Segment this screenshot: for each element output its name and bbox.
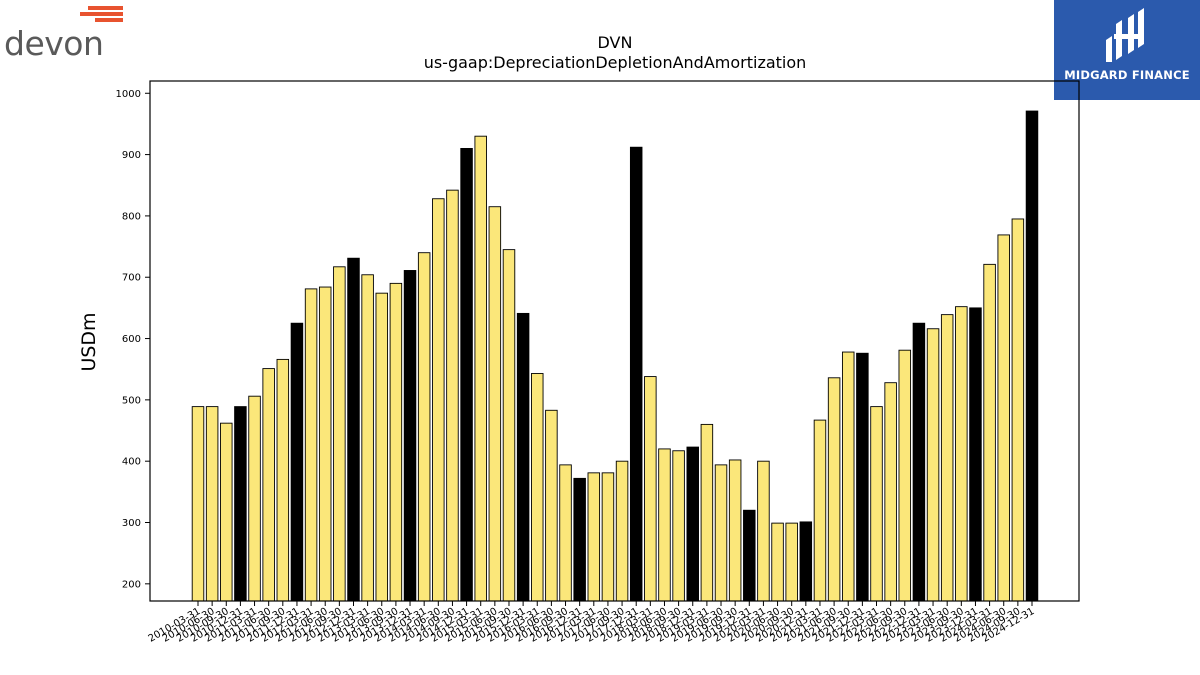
bar-2023-12-31 (969, 307, 982, 602)
bar-2011-12-31 (290, 322, 304, 602)
bar-2014-12-31 (460, 147, 473, 602)
bar-2017-09-30 (615, 460, 629, 602)
bar-2011-09-30 (276, 358, 290, 602)
bar-2011-06-30 (262, 368, 275, 602)
bar-2016-03-31 (531, 373, 544, 602)
bar-2018-06-30 (658, 448, 671, 602)
bar-2021-03-31 (813, 419, 827, 602)
bar-2010-06-30 (205, 406, 219, 602)
y-tick-label: 200 (122, 579, 141, 590)
bar-2014-09-30 (446, 189, 459, 602)
y-tick-label: 500 (122, 395, 141, 406)
bar-2017-03-31 (587, 472, 601, 602)
bar-2015-12-31 (516, 312, 530, 602)
bar-2012-03-31 (304, 288, 318, 602)
bar-2024-12-31 (1025, 110, 1039, 602)
bar-2024-03-31 (983, 263, 996, 602)
bar-2022-09-30 (898, 349, 912, 602)
bar-2022-12-31 (912, 322, 926, 602)
midgard-brand-text: MIDGARD FINANCE (1064, 68, 1190, 82)
bar-2018-12-31 (686, 446, 699, 602)
bar-2016-09-30 (559, 464, 572, 602)
x-axis: 2010-03-312010-06-302010-09-302010-12-31… (147, 601, 1037, 645)
bar-2020-12-31 (799, 521, 813, 602)
plot-frame (149, 80, 1080, 602)
bar-2024-09-30 (1011, 218, 1025, 602)
bar-2013-12-31 (403, 270, 417, 602)
bar-2015-06-30 (488, 206, 502, 602)
bar-2021-09-30 (841, 351, 855, 602)
y-tick-label: 800 (122, 211, 141, 222)
bar-2013-09-30 (389, 282, 403, 602)
bar-2019-03-31 (700, 423, 714, 602)
bar-2012-09-30 (333, 266, 346, 602)
midgard-finance-logo: MIDGARD FINANCE (1054, 0, 1200, 100)
bars-group (191, 110, 1039, 602)
bar-2015-09-30 (502, 249, 516, 602)
bar-2016-12-31 (573, 477, 586, 602)
y-tick-label: 700 (122, 273, 141, 284)
bar-2018-03-31 (644, 376, 657, 602)
bar-2015-03-31 (474, 135, 487, 602)
bar-2020-09-30 (785, 522, 798, 602)
bar-2013-03-31 (361, 274, 374, 602)
y-tick-label: 400 (122, 457, 141, 468)
bar-2010-12-31 (234, 406, 247, 602)
bar-2022-06-30 (884, 382, 897, 602)
bar-2024-06-30 (997, 234, 1010, 602)
bar-2012-06-30 (318, 286, 332, 602)
chart-title: DVN (598, 33, 633, 52)
midgard-mark-icon (1106, 8, 1144, 62)
bar-2020-03-31 (757, 460, 770, 602)
bar-2016-06-30 (545, 409, 558, 602)
y-tick-label: 600 (122, 334, 141, 345)
devon-logo: devon (4, 6, 123, 63)
bar-2019-09-30 (728, 459, 742, 602)
bar-2023-09-30 (955, 306, 968, 602)
logo-accent-stripe (95, 18, 123, 22)
devon-logo-text: devon (4, 24, 103, 63)
bar-2012-12-31 (347, 257, 360, 602)
bar-2010-03-31 (191, 406, 205, 602)
bar-2021-06-30 (827, 377, 841, 602)
logo-accent-stripe (80, 12, 123, 16)
bar-2019-06-30 (714, 464, 728, 602)
y-axis: 200 300 400 500 600 700 800 900 1000 (116, 89, 150, 590)
bar-2014-03-31 (417, 252, 431, 602)
y-tick-label: 900 (122, 150, 141, 161)
y-axis-label: USDm (78, 312, 100, 371)
bar-2019-12-31 (743, 509, 756, 602)
bar-2013-06-30 (375, 292, 389, 602)
chart-subtitle: us-gaap:DepreciationDepletionAndAmortiza… (424, 53, 807, 72)
bar-2011-03-31 (248, 395, 261, 602)
bar-2022-03-31 (870, 406, 883, 602)
bar-2021-12-31 (856, 352, 869, 602)
bar-2020-06-30 (771, 522, 784, 602)
bar-2018-09-30 (672, 450, 685, 602)
bar-2010-09-30 (220, 422, 233, 602)
bar-2017-12-31 (629, 146, 643, 602)
y-tick-label: 1000 (116, 89, 141, 100)
bar-2014-06-30 (432, 198, 445, 602)
bar-2017-06-30 (601, 472, 615, 602)
y-tick-label: 300 (122, 518, 141, 529)
logo-accent-stripe (88, 6, 123, 10)
bar-2023-03-31 (926, 328, 940, 602)
bar-2023-06-30 (940, 314, 954, 602)
